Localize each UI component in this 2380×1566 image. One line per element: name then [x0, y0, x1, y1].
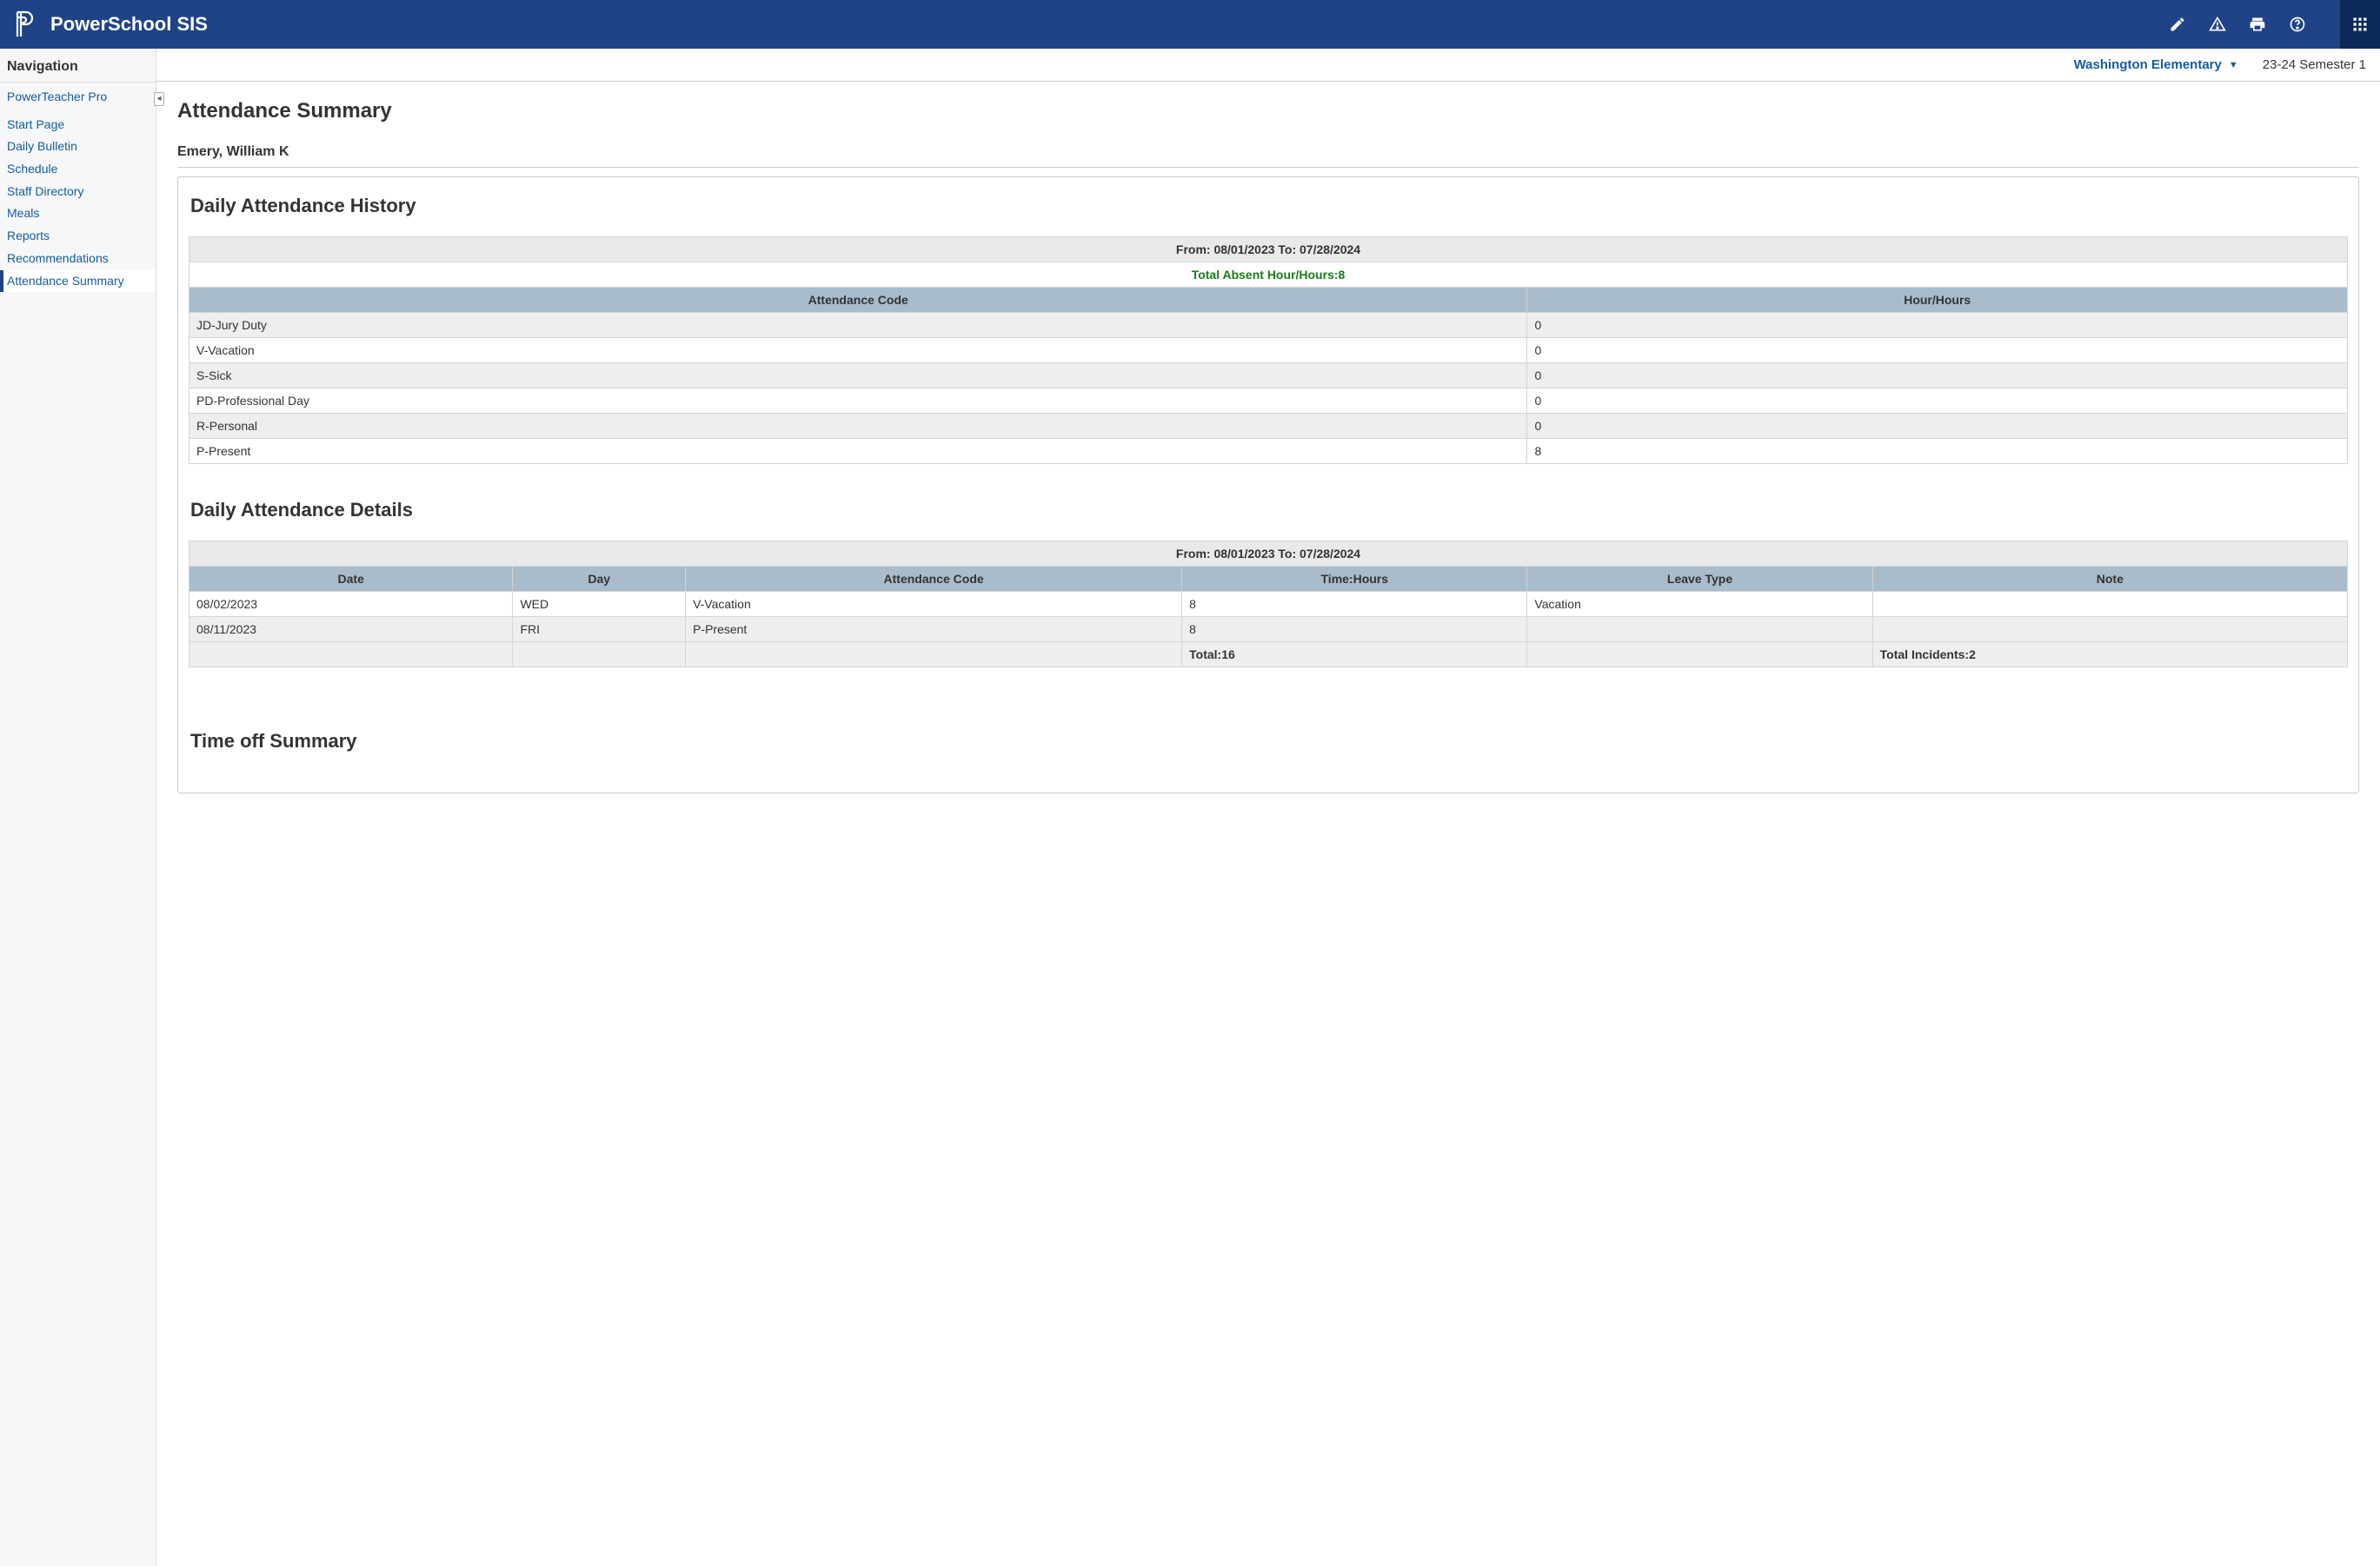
cell-hours: 0 [1527, 363, 2348, 388]
sidebar-title: Navigation [0, 49, 156, 83]
table-row: P-Present8 [189, 439, 2348, 464]
chevron-down-icon: ▼ [2229, 60, 2238, 70]
cell-code: P-Present [189, 439, 1527, 464]
table-row: PD-Professional Day0 [189, 388, 2348, 414]
table-row: R-Personal0 [189, 414, 2348, 439]
school-selector[interactable]: Washington Elementary ▼ [2074, 57, 2238, 72]
table-row: V-Vacation0 [189, 338, 2348, 363]
content: Attendance Summary Emery, William K Dail… [156, 82, 2380, 811]
table-row: 08/11/2023FRIP-Present8 [189, 617, 2348, 642]
cell-hours: 0 [1527, 338, 2348, 363]
history-col-hours: Hour/Hours [1527, 288, 2348, 313]
details-range: From: 08/01/2023 To: 07/28/2024 [189, 541, 2348, 567]
details-incidents: Total Incidents:2 [1872, 642, 2347, 667]
table-row: JD-Jury Duty0 [189, 313, 2348, 338]
page-title: Attendance Summary [177, 99, 2359, 123]
details-col-day: Day [513, 567, 686, 592]
context-bar: Washington Elementary ▼ 23-24 Semester 1 [156, 49, 2380, 82]
nav-item-meals[interactable]: Meals [0, 202, 156, 225]
person-name: Emery, William K [177, 144, 2359, 168]
alert-icon[interactable] [2208, 15, 2227, 34]
logo-wrap: PowerSchool SIS [10, 10, 208, 38]
print-icon[interactable] [2248, 15, 2267, 34]
cell-code: V-Vacation [686, 592, 1182, 617]
sidebar: Navigation PowerTeacher Pro Start Page D… [0, 49, 156, 1566]
cell-hours: 8 [1182, 617, 1527, 642]
history-range: From: 08/01/2023 To: 07/28/2024 [189, 237, 2348, 262]
cell-code: S-Sick [189, 363, 1527, 388]
cell-date: 08/11/2023 [189, 617, 513, 642]
cell-code: JD-Jury Duty [189, 313, 1527, 338]
section-title-details: Daily Attendance Details [190, 499, 2346, 521]
apps-icon[interactable] [2340, 0, 2380, 49]
logo-icon [10, 10, 38, 38]
cell-hours: 8 [1182, 592, 1527, 617]
cell-code: P-Present [686, 617, 1182, 642]
cell-hours: 0 [1527, 313, 2348, 338]
nav-item-staff-directory[interactable]: Staff Directory [0, 181, 156, 203]
details-total: Total:16 [1182, 642, 1527, 667]
cell-note [1872, 617, 2347, 642]
nav-item-powerteacher-pro[interactable]: PowerTeacher Pro [0, 86, 156, 109]
cell-code: PD-Professional Day [189, 388, 1527, 414]
cell-day: FRI [513, 617, 686, 642]
nav-item-start-page[interactable]: Start Page [0, 114, 156, 136]
nav-item-recommendations[interactable]: Recommendations [0, 248, 156, 270]
cell-hours: 0 [1527, 388, 2348, 414]
header-actions [2168, 0, 2370, 49]
details-footer-row: Total:16 Total Incidents:2 [189, 642, 2348, 667]
cell-date: 08/02/2023 [189, 592, 513, 617]
school-name: Washington Elementary [2074, 57, 2222, 72]
cell-hours: 8 [1527, 439, 2348, 464]
cell-note [1872, 592, 2347, 617]
cell-day: WED [513, 592, 686, 617]
history-total-value: 8 [1338, 268, 1345, 282]
details-col-hours: Time:Hours [1182, 567, 1527, 592]
cell-code: V-Vacation [189, 338, 1527, 363]
cell-hours: 0 [1527, 414, 2348, 439]
section-title-timeoff: Time off Summary [190, 730, 2346, 753]
nav-item-reports[interactable]: Reports [0, 225, 156, 248]
details-col-leave: Leave Type [1527, 567, 1872, 592]
table-row: 08/02/2023WEDV-Vacation8Vacation [189, 592, 2348, 617]
cell-code: R-Personal [189, 414, 1527, 439]
main-area: Washington Elementary ▼ 23-24 Semester 1… [156, 49, 2380, 1566]
cell-leave: Vacation [1527, 592, 1872, 617]
nav-list: PowerTeacher Pro Start Page Daily Bullet… [0, 83, 156, 295]
compose-icon[interactable] [2168, 15, 2187, 34]
app-header: PowerSchool SIS [0, 0, 2380, 49]
history-total: Total Absent Hour/Hours:8 [189, 262, 2348, 288]
history-col-code: Attendance Code [189, 288, 1527, 313]
cell-leave [1527, 617, 1872, 642]
section-title-history: Daily Attendance History [190, 195, 2346, 217]
history-total-label: Total Absent Hour/Hours: [1192, 268, 1339, 282]
term-label: 23-24 Semester 1 [2263, 57, 2366, 72]
details-col-date: Date [189, 567, 513, 592]
product-name: PowerSchool SIS [50, 13, 208, 36]
details-table: From: 08/01/2023 To: 07/28/2024 Date Day… [189, 541, 2348, 667]
details-col-code: Attendance Code [686, 567, 1182, 592]
nav-item-attendance-summary[interactable]: Attendance Summary [0, 270, 156, 293]
panel: Daily Attendance History From: 08/01/202… [177, 176, 2359, 793]
nav-item-schedule[interactable]: Schedule [0, 158, 156, 181]
sidebar-collapse-icon[interactable]: ◂ [154, 92, 164, 106]
nav-item-daily-bulletin[interactable]: Daily Bulletin [0, 136, 156, 158]
help-icon[interactable] [2288, 15, 2307, 34]
table-row: S-Sick0 [189, 363, 2348, 388]
history-table: From: 08/01/2023 To: 07/28/2024 Total Ab… [189, 236, 2348, 464]
details-col-note: Note [1872, 567, 2347, 592]
